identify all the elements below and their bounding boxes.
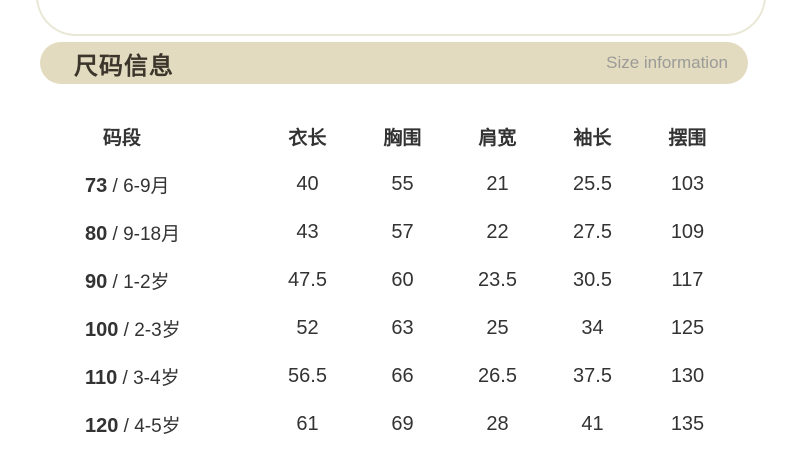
size-number: 110 xyxy=(85,366,118,389)
size-cell: 66 xyxy=(391,364,414,387)
size-cell: 40 xyxy=(296,172,319,195)
size-cell: 41 xyxy=(581,412,604,435)
row-label: 80 / 9-18月 xyxy=(60,219,260,246)
table-row: 80 / 9-18月 43 57 22 27.5 109 xyxy=(60,208,735,256)
label-separator: / xyxy=(118,319,135,341)
col-header-chest: 胸围 xyxy=(383,127,422,149)
size-cell: 61 xyxy=(296,412,319,435)
size-cell: 25.5 xyxy=(573,172,612,195)
size-cell: 25 xyxy=(486,316,509,339)
size-cell: 30.5 xyxy=(573,268,612,291)
size-cell: 60 xyxy=(391,268,414,291)
col-header-garment-length: 衣长 xyxy=(288,127,327,149)
section-subtitle-en: Size information xyxy=(606,53,728,72)
col-header-sleeve: 袖长 xyxy=(573,127,612,149)
row-label: 90 / 1-2岁 xyxy=(60,267,260,294)
size-cell: 47.5 xyxy=(288,268,327,291)
table-row: 120 / 4-5岁 61 69 28 41 135 xyxy=(60,400,735,448)
table-row: 90 / 1-2岁 47.5 60 23.5 30.5 117 xyxy=(60,256,735,304)
label-separator: / xyxy=(107,271,124,293)
size-age: 6-9月 xyxy=(123,175,170,197)
section-header-bar: 尺码信息 Size information xyxy=(40,42,748,84)
table-row: 110 / 3-4岁 56.5 66 26.5 37.5 130 xyxy=(60,352,735,400)
row-label: 73 / 6-9月 xyxy=(60,171,260,198)
size-number: 100 xyxy=(85,318,119,341)
size-cell: 57 xyxy=(391,220,414,243)
size-age: 2-3岁 xyxy=(134,319,181,341)
size-table: 码段 衣长 胸围 肩宽 袖长 摆围 73 / 6-9月 40 55 21 25.… xyxy=(60,112,735,448)
size-cell: 125 xyxy=(670,316,705,339)
size-age: 1-2岁 xyxy=(123,271,170,293)
label-separator: / xyxy=(118,415,135,437)
col-header-shoulder: 肩宽 xyxy=(478,127,517,149)
size-cell: 63 xyxy=(391,316,414,339)
size-cell: 23.5 xyxy=(478,268,517,291)
size-cell: 43 xyxy=(296,220,319,243)
row-label: 120 / 4-5岁 xyxy=(60,411,260,438)
size-age: 9-18月 xyxy=(123,223,181,245)
size-cell: 56.5 xyxy=(288,364,327,387)
label-separator: / xyxy=(117,367,134,389)
section-title: 尺码信息 xyxy=(74,52,174,80)
size-number: 120 xyxy=(85,414,119,437)
row-label: 110 / 3-4岁 xyxy=(60,363,260,390)
size-cell: 37.5 xyxy=(573,364,612,387)
size-cell: 69 xyxy=(391,412,414,435)
size-cell: 21 xyxy=(486,172,509,195)
size-cell: 103 xyxy=(670,172,705,195)
size-cell: 55 xyxy=(391,172,414,195)
label-separator: / xyxy=(107,175,124,197)
size-cell: 117 xyxy=(671,268,704,291)
size-age: 4-5岁 xyxy=(134,415,181,437)
size-cell: 52 xyxy=(296,316,319,339)
size-cell: 28 xyxy=(486,412,509,435)
card-bottom-arc-divider xyxy=(36,0,766,36)
table-row: 100 / 2-3岁 52 63 25 34 125 xyxy=(60,304,735,352)
size-cell: 22 xyxy=(486,220,509,243)
table-header-row: 码段 衣长 胸围 肩宽 袖长 摆围 xyxy=(60,112,735,160)
col-header-size-range: 码段 xyxy=(103,127,142,149)
table-row: 73 / 6-9月 40 55 21 25.5 103 xyxy=(60,160,735,208)
col-header-hem: 摆围 xyxy=(668,127,707,149)
size-number: 90 xyxy=(85,270,108,293)
size-cell: 27.5 xyxy=(573,220,612,243)
size-cell: 135 xyxy=(670,412,705,435)
size-number: 73 xyxy=(85,174,108,197)
size-cell: 130 xyxy=(670,364,705,387)
size-age: 3-4岁 xyxy=(133,367,180,389)
size-cell: 26.5 xyxy=(478,364,517,387)
row-label: 100 / 2-3岁 xyxy=(60,315,260,342)
size-number: 80 xyxy=(85,222,108,245)
label-separator: / xyxy=(107,223,124,245)
size-cell: 109 xyxy=(670,220,705,243)
size-cell: 34 xyxy=(581,316,604,339)
